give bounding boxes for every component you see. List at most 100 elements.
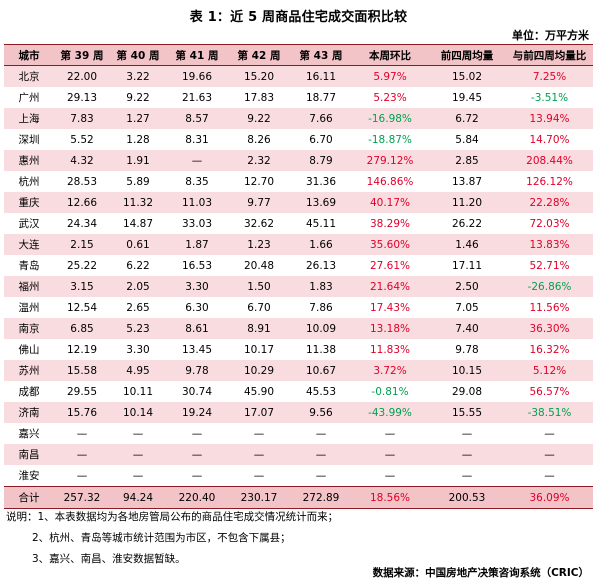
table-row: 成都 29.55 10.11 30.74 45.90 45.53 -0.81% 29.08 56…	[4, 381, 593, 402]
week42-cell: 8.91	[247, 322, 271, 335]
table-row: 淮安 — — — — — — — —	[4, 465, 593, 487]
table-row: 青岛 25.22 6.22 16.53 20.48 26.13 27.61% 17.11 52.…	[4, 255, 593, 276]
column-header: 第 40 周	[110, 44, 166, 66]
week39-cell: 28.53	[66, 175, 98, 188]
week43-cell: 1.66	[309, 238, 333, 251]
city-cell: 嘉兴	[18, 428, 40, 440]
week42-cell: 12.70	[243, 175, 275, 188]
week42-cell: 45.90	[243, 385, 275, 398]
week39-cell: 29.55	[66, 385, 98, 398]
week42-cell: —	[253, 448, 265, 461]
week40-cell: —	[132, 448, 144, 461]
week43-cell: 7.66	[309, 112, 333, 125]
week40-cell: 11.32	[122, 196, 154, 209]
week39-cell: 3.15	[70, 280, 94, 293]
week41-cell: 30.74	[181, 385, 213, 398]
week40-cell: 2.65	[126, 301, 150, 314]
week-over-week-cell: —	[384, 469, 396, 482]
note-line-3: 3、嘉兴、南昌、淮安数据暂缺。	[32, 553, 186, 565]
vs-average-cell: -38.51%	[527, 406, 572, 419]
city-cell: 杭州	[18, 176, 40, 188]
week42-cell: 32.62	[243, 217, 275, 230]
table-row: 嘉兴 — — — — — — — —	[4, 423, 593, 444]
week43-cell: 45.11	[305, 217, 337, 230]
column-header: 与前四周均量比	[506, 44, 593, 66]
week42-cell: 6.70	[247, 301, 271, 314]
week-over-week-cell: 5.97%	[373, 70, 407, 83]
city-cell: 南京	[18, 323, 40, 335]
city-cell: 福州	[18, 281, 40, 293]
week-over-week-cell: -16.98%	[368, 112, 412, 125]
week39-cell: 7.83	[70, 112, 94, 125]
four-week-average-cell: 200.53	[448, 491, 486, 504]
table-row: 温州 12.54 2.65 6.30 6.70 7.86 17.43% 7.05 11.56%	[4, 297, 593, 318]
week43-cell: 6.70	[309, 133, 333, 146]
table-header: 城市第 39 周第 40 周第 41 周第 42 周第 43 周本周环比 前四周均…	[4, 44, 593, 66]
week43-cell: —	[315, 469, 327, 482]
week42-cell: 1.23	[247, 238, 271, 251]
city-cell: 南昌	[18, 449, 40, 461]
vs-average-cell: 208.44%	[526, 154, 573, 167]
four-week-average-cell: 2.50	[455, 280, 479, 293]
city-cell: 合计	[18, 492, 40, 504]
week40-cell: 4.95	[126, 364, 150, 377]
table-row: 济南 15.76 10.14 19.24 17.07 9.56 -43.99% 15.55 -3…	[4, 402, 593, 423]
vs-average-cell: 36.30%	[529, 322, 570, 335]
vs-average-cell: —	[544, 469, 555, 482]
week41-cell: 8.31	[185, 133, 209, 146]
week41-cell: 8.35	[185, 175, 209, 188]
week40-cell: 6.22	[126, 259, 150, 272]
table-row: 武汉 24.34 14.87 33.03 32.62 45.11 38.29% 26.22 72…	[4, 213, 593, 234]
vs-average-cell: 11.56%	[529, 301, 570, 314]
four-week-average-cell: 26.22	[451, 217, 483, 230]
week41-cell: 13.45	[181, 343, 213, 356]
week43-cell: 45.53	[305, 385, 337, 398]
vs-average-cell: -26.86%	[527, 280, 572, 293]
week-over-week-cell: —	[384, 448, 396, 461]
week39-cell: 2.15	[70, 238, 94, 251]
week41-cell: 8.57	[185, 112, 209, 125]
vs-average-cell: 5.12%	[532, 364, 567, 377]
week43-cell: 8.79	[309, 154, 333, 167]
week41-cell: 6.30	[185, 301, 209, 314]
week41-cell: —	[191, 154, 203, 167]
week-over-week-cell: 18.56%	[369, 491, 411, 504]
week40-cell: 1.28	[126, 133, 150, 146]
week-over-week-cell: —	[384, 427, 396, 440]
week-over-week-cell: 146.86%	[366, 175, 414, 188]
four-week-average-cell: 7.05	[455, 301, 479, 314]
vs-average-cell: 36.09%	[529, 491, 570, 504]
notes: 说明：1、本表数据均为各地房管局公布的商品住宅成交情况统计而来； 2、杭州、青岛…	[6, 507, 338, 570]
week39-cell: 29.13	[66, 91, 98, 104]
city-cell: 济南	[18, 407, 40, 419]
city-cell: 广州	[18, 92, 40, 104]
table-row: 杭州 28.53 5.89 8.35 12.70 31.36 146.86% 13.87 126…	[4, 171, 593, 192]
column-header: 第 39 周	[54, 44, 110, 66]
week39-cell: 257.32	[63, 491, 101, 504]
week42-cell: 2.32	[247, 154, 271, 167]
week43-cell: 9.56	[309, 406, 333, 419]
four-week-average-cell: 29.08	[451, 385, 483, 398]
column-header: 第 41 周	[166, 44, 228, 66]
data-table-container: 城市第 39 周第 40 周第 41 周第 42 周第 43 周本周环比 前四周均…	[4, 44, 593, 509]
sales-area-table: 城市第 39 周第 40 周第 41 周第 42 周第 43 周本周环比 前四周均…	[4, 44, 593, 509]
four-week-average-cell: 19.45	[451, 91, 483, 104]
week42-cell: —	[253, 427, 265, 440]
four-week-average-cell: 2.85	[455, 154, 479, 167]
week-over-week-cell: 3.72%	[373, 364, 407, 377]
table-row: 广州 29.13 9.22 21.63 17.83 18.77 5.23% 19.45 -3.5…	[4, 87, 593, 108]
table-row: 上海 7.83 1.27 8.57 9.22 7.66 -16.98% 6.72 13.94%	[4, 108, 593, 129]
week41-cell: 8.61	[185, 322, 209, 335]
table-row: 南昌 — — — — — — — —	[4, 444, 593, 465]
four-week-average-cell: 5.84	[455, 133, 479, 146]
week40-cell: 3.30	[126, 343, 150, 356]
table-row: 大连 2.15 0.61 1.87 1.23 1.66 35.60% 1.46 13.83%	[4, 234, 593, 255]
week41-cell: 9.78	[185, 364, 209, 377]
four-week-average-cell: —	[461, 427, 473, 440]
week42-cell: —	[253, 469, 265, 482]
header-row: 城市第 39 周第 40 周第 41 周第 42 周第 43 周本周环比 前四周均…	[4, 44, 593, 66]
week42-cell: 9.22	[247, 112, 271, 125]
week42-cell: 8.26	[247, 133, 271, 146]
four-week-average-cell: 6.72	[455, 112, 479, 125]
